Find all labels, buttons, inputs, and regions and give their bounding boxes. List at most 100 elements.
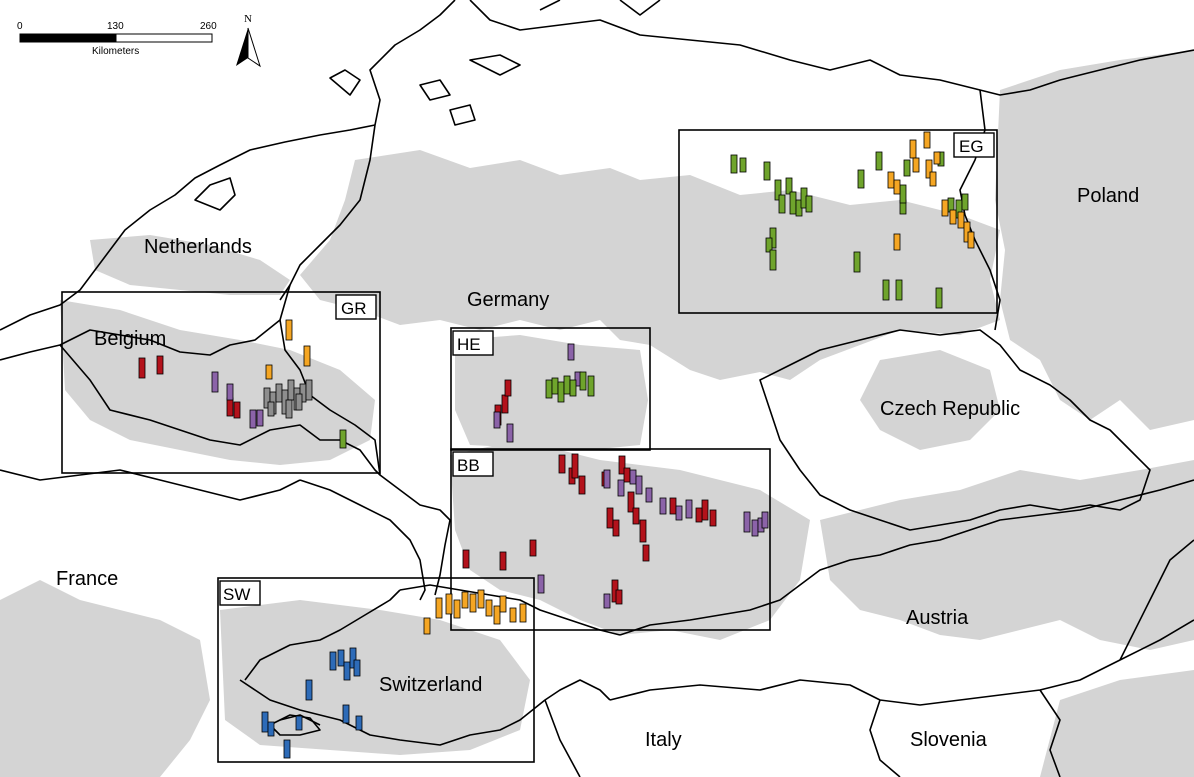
site-marker-purple[interactable] [645, 487, 653, 503]
site-marker-orange[interactable] [469, 593, 477, 613]
site-marker-purple[interactable] [506, 423, 514, 443]
site-marker-green[interactable] [789, 191, 797, 215]
site-marker-red[interactable] [618, 455, 626, 475]
site-marker-red[interactable] [642, 544, 650, 562]
site-marker-orange[interactable] [925, 159, 933, 179]
site-marker-green[interactable] [805, 195, 813, 213]
site-marker-purple[interactable] [226, 383, 234, 401]
site-marker-orange[interactable] [923, 131, 931, 149]
site-marker-purple[interactable] [603, 469, 611, 489]
site-marker-green[interactable] [961, 193, 969, 211]
site-marker-blue[interactable] [329, 651, 337, 671]
site-marker-green[interactable] [579, 371, 587, 391]
site-marker-red[interactable] [226, 397, 234, 417]
site-marker-purple[interactable] [743, 511, 751, 533]
site-marker-blue[interactable] [353, 659, 361, 677]
site-marker-purple[interactable] [617, 479, 625, 497]
site-marker-orange[interactable] [967, 231, 975, 249]
site-marker-grey[interactable] [287, 379, 295, 401]
site-marker-grey[interactable] [295, 393, 303, 411]
site-marker-orange[interactable] [493, 605, 501, 625]
site-marker-purple[interactable] [211, 371, 219, 393]
site-marker-green[interactable] [587, 375, 595, 397]
site-marker-orange[interactable] [453, 599, 461, 619]
site-marker-purple[interactable] [256, 409, 264, 427]
site-marker-purple[interactable] [635, 475, 643, 495]
site-marker-orange[interactable] [957, 211, 965, 229]
site-marker-purple[interactable] [659, 497, 667, 515]
site-marker-red[interactable] [156, 355, 164, 375]
site-marker-orange[interactable] [423, 617, 431, 635]
site-marker-blue[interactable] [349, 647, 357, 669]
site-marker-blue[interactable] [283, 739, 291, 759]
site-marker-green[interactable] [857, 169, 865, 189]
site-marker-green[interactable] [730, 154, 738, 174]
region-box-sw[interactable] [217, 577, 535, 763]
site-marker-green[interactable] [935, 287, 943, 309]
site-marker-green[interactable] [903, 159, 911, 177]
site-marker-orange[interactable] [445, 593, 453, 615]
site-marker-red[interactable] [233, 401, 241, 419]
site-marker-orange[interactable] [265, 364, 273, 380]
site-marker-blue[interactable] [261, 711, 269, 733]
site-marker-green[interactable] [763, 161, 771, 181]
site-marker-green[interactable] [563, 375, 571, 395]
site-marker-purple[interactable] [249, 409, 257, 429]
site-marker-grey[interactable] [275, 383, 283, 403]
site-marker-purple[interactable] [751, 519, 759, 537]
site-marker-green[interactable] [895, 279, 903, 301]
site-marker-orange[interactable] [509, 607, 517, 623]
site-marker-red[interactable] [669, 497, 677, 515]
site-marker-orange[interactable] [941, 199, 949, 217]
region-box-eg[interactable] [678, 129, 998, 314]
site-marker-red[interactable] [571, 453, 579, 479]
site-marker-blue[interactable] [267, 721, 275, 737]
region-box-bb[interactable] [450, 448, 771, 631]
site-marker-red[interactable] [462, 549, 470, 569]
site-marker-green[interactable] [765, 237, 773, 253]
site-marker-red[interactable] [632, 507, 640, 525]
site-marker-red[interactable] [138, 357, 146, 379]
site-marker-grey[interactable] [305, 379, 313, 401]
site-marker-orange[interactable] [461, 591, 469, 609]
site-marker-blue[interactable] [295, 715, 303, 731]
site-marker-red[interactable] [623, 467, 631, 483]
site-marker-green[interactable] [769, 249, 777, 271]
site-marker-red[interactable] [701, 499, 709, 521]
site-marker-red[interactable] [578, 475, 586, 495]
site-marker-grey[interactable] [267, 401, 275, 417]
site-marker-blue[interactable] [305, 679, 313, 701]
site-marker-purple[interactable] [761, 511, 769, 529]
site-marker-blue[interactable] [343, 661, 351, 681]
site-marker-orange[interactable] [929, 171, 937, 187]
site-marker-red[interactable] [627, 491, 635, 513]
site-marker-orange[interactable] [499, 595, 507, 613]
site-marker-green[interactable] [882, 279, 890, 301]
site-marker-orange[interactable] [887, 171, 895, 189]
site-marker-grey[interactable] [285, 399, 293, 419]
site-marker-purple[interactable] [603, 593, 611, 609]
site-marker-purple[interactable] [629, 469, 637, 485]
site-marker-orange[interactable] [933, 151, 941, 165]
site-marker-orange[interactable] [477, 589, 485, 609]
site-marker-red[interactable] [612, 519, 620, 537]
site-marker-purple[interactable] [537, 574, 545, 594]
site-marker-red[interactable] [499, 551, 507, 571]
site-marker-blue[interactable] [342, 704, 350, 724]
site-marker-red[interactable] [639, 519, 647, 543]
site-marker-orange[interactable] [303, 345, 311, 367]
site-marker-green[interactable] [875, 151, 883, 171]
site-marker-orange[interactable] [909, 139, 917, 159]
site-marker-orange[interactable] [893, 233, 901, 251]
site-marker-purple[interactable] [685, 499, 693, 519]
site-marker-red[interactable] [504, 379, 512, 397]
site-marker-green[interactable] [899, 184, 907, 204]
region-box-gr[interactable] [61, 291, 381, 474]
site-marker-green[interactable] [569, 379, 577, 397]
site-marker-blue[interactable] [337, 649, 345, 667]
site-marker-purple[interactable] [675, 505, 683, 521]
region-box-he[interactable] [450, 327, 651, 451]
site-marker-purple[interactable] [567, 343, 575, 361]
site-marker-red[interactable] [709, 509, 717, 527]
site-marker-green[interactable] [557, 381, 565, 403]
